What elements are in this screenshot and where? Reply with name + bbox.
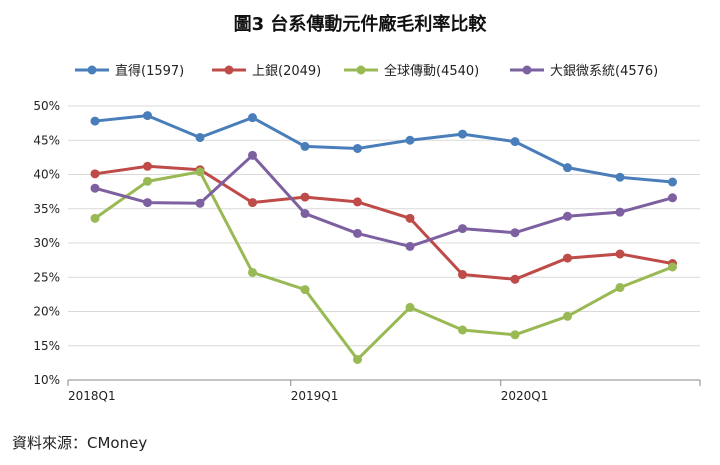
legend-label: 直得(1597) — [115, 63, 184, 79]
series-line — [93, 153, 674, 248]
data-point — [248, 198, 257, 208]
data-point — [195, 198, 205, 208]
data-point — [195, 167, 205, 177]
y-tick-label: 50% — [33, 99, 60, 113]
data-point — [615, 283, 625, 293]
data-point — [300, 192, 310, 202]
data-point — [668, 177, 677, 187]
data-point — [405, 213, 415, 223]
legend-marker — [522, 65, 532, 75]
data-point — [90, 183, 100, 193]
series-line — [93, 164, 674, 281]
data-point — [563, 163, 572, 173]
gridlines — [68, 105, 700, 347]
legend-label: 全球傳動(4540) — [384, 63, 479, 79]
data-point — [458, 270, 467, 280]
data-point — [510, 274, 520, 284]
y-tick-label: 45% — [33, 133, 60, 147]
data-point — [353, 354, 362, 364]
x-tick-label: 2019Q1 — [291, 389, 339, 403]
y-tick-label: 30% — [33, 236, 60, 250]
data-point — [143, 111, 152, 121]
x-tick-label: 2018Q1 — [68, 389, 116, 403]
data-point — [668, 193, 677, 203]
data-point — [90, 213, 100, 223]
y-tick-label: 40% — [33, 168, 60, 182]
axes: 10% 15% 20% 25% 30% 35% 40% 45% 50% 2018Q1 2019Q1 2… — [33, 99, 701, 403]
legend-label: 上銀(2049) — [252, 64, 321, 79]
series-lines — [93, 114, 674, 361]
series-line — [93, 170, 674, 361]
data-point — [353, 197, 362, 207]
data-point — [615, 172, 625, 182]
data-point — [248, 113, 257, 123]
source-note: 資料來源：CMoney — [12, 434, 148, 452]
data-point — [248, 150, 257, 160]
data-point — [143, 161, 152, 171]
data-point — [510, 228, 520, 238]
legend-marker — [224, 65, 234, 75]
data-point — [143, 198, 152, 208]
data-point — [90, 116, 100, 126]
data-point — [143, 176, 152, 186]
x-tick-label: 2020Q1 — [501, 389, 549, 403]
series-points — [90, 111, 677, 364]
y-tick-label: 15% — [33, 339, 60, 353]
data-point — [300, 141, 310, 151]
data-point — [563, 211, 572, 221]
data-point — [300, 209, 310, 219]
chart-title: 圖3 台系傳動元件廠毛利率比較 — [233, 14, 487, 35]
data-point — [300, 285, 310, 295]
series-line — [93, 114, 674, 184]
legend-marker — [87, 65, 97, 75]
y-tick-label: 10% — [33, 373, 60, 387]
legend-marker — [356, 65, 366, 75]
data-point — [510, 137, 520, 147]
data-point — [458, 129, 467, 139]
y-tick-label: 35% — [33, 202, 60, 216]
data-point — [405, 135, 415, 145]
data-point — [615, 207, 625, 217]
data-point — [195, 133, 205, 143]
data-point — [510, 330, 520, 340]
data-point — [90, 169, 100, 179]
data-point — [668, 262, 677, 272]
data-point — [248, 267, 257, 277]
data-point — [458, 325, 467, 335]
y-tick-label: 25% — [33, 270, 60, 284]
data-point — [405, 241, 415, 251]
data-point — [353, 228, 362, 238]
data-point — [615, 249, 625, 259]
data-point — [458, 224, 467, 234]
legend: 直得(1597) 上銀(2049) 全球傳動(4540) 大銀微系統(4576) — [75, 63, 658, 79]
data-point — [563, 253, 572, 263]
data-point — [353, 143, 362, 153]
legend-label: 大銀微系統(4576) — [550, 64, 658, 79]
data-point — [563, 311, 572, 321]
line-chart: 10% 15% 20% 25% 30% 35% 40% 45% 50% 2018Q1 2019Q1 2… — [33, 63, 701, 403]
data-point — [405, 302, 415, 312]
y-tick-label: 20% — [33, 305, 60, 319]
